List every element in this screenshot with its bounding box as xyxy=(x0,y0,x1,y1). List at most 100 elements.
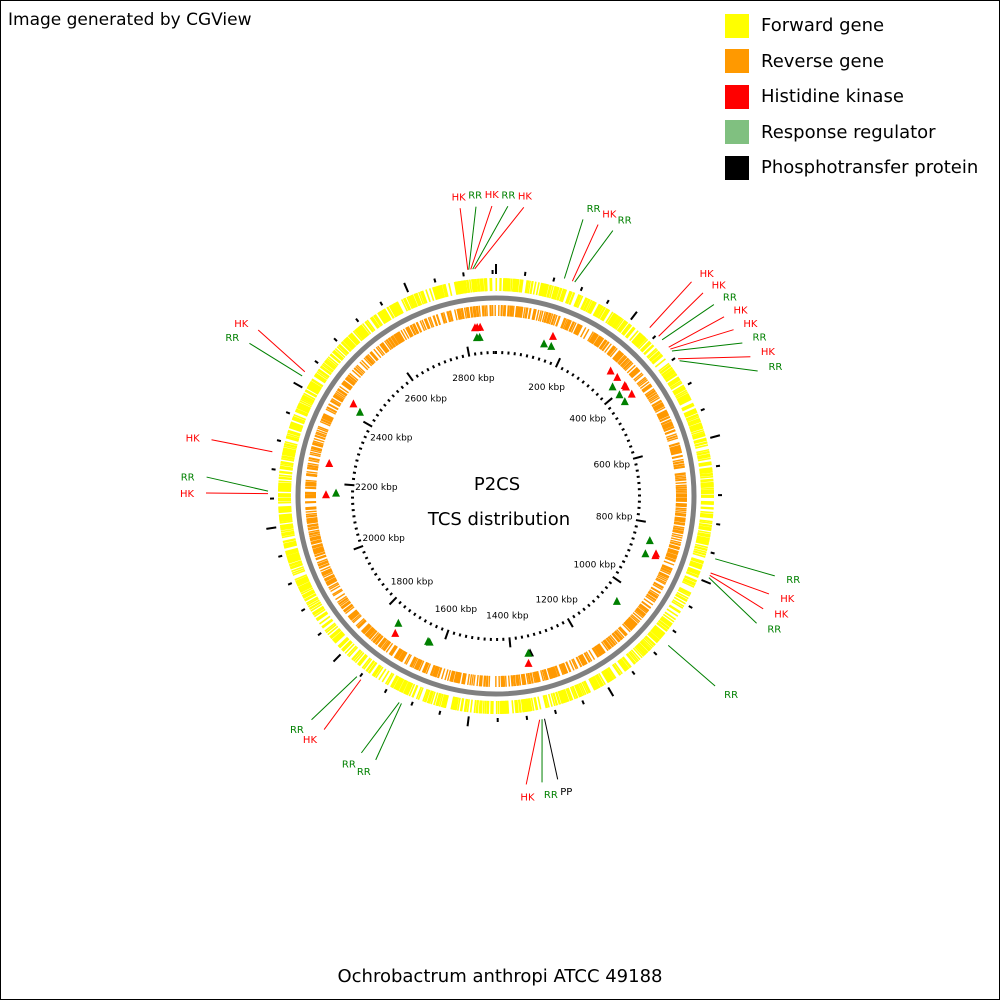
kbp-tick xyxy=(389,592,393,596)
reverse-gene-mark xyxy=(674,514,687,517)
forward-gene-mark xyxy=(443,284,448,298)
reverse-gene-mark xyxy=(548,313,554,325)
reverse-gene-mark xyxy=(311,540,323,545)
forward-gene-mark xyxy=(334,633,346,644)
forward-gene-mark xyxy=(607,666,617,679)
forward-gene-mark xyxy=(687,568,700,575)
forward-gene-mark xyxy=(278,508,292,512)
reverse-gene-mark xyxy=(312,442,324,447)
reverse-gene-mark xyxy=(674,472,686,475)
reverse-gene-mark xyxy=(568,660,575,671)
reverse-gene-mark xyxy=(361,623,371,633)
reverse-gene-mark xyxy=(657,411,669,418)
reverse-gene-mark xyxy=(364,626,374,636)
reverse-gene-mark xyxy=(530,672,534,684)
kbp-tick xyxy=(437,362,441,366)
reverse-gene-mark xyxy=(580,327,587,338)
forward-gene-mark xyxy=(354,328,365,340)
kbp-tick xyxy=(383,403,387,407)
forward-gene-mark xyxy=(696,538,710,543)
forward-gene-mark xyxy=(392,303,401,316)
forward-gene-mark xyxy=(522,699,527,713)
forward-gene-mark xyxy=(698,527,712,532)
reverse-gene-mark xyxy=(661,565,673,572)
reverse-gene-mark xyxy=(601,341,610,351)
forward-gene-mark xyxy=(668,605,681,614)
forward-gene-mark xyxy=(278,476,292,480)
kbp-tick xyxy=(413,612,417,617)
kbp-tick xyxy=(429,622,433,626)
reverse-gene-mark xyxy=(562,662,569,674)
forward-gene-mark xyxy=(286,552,300,558)
reverse-gene-mark xyxy=(473,674,476,686)
legend-swatch-forward xyxy=(725,13,749,38)
reverse-gene-mark xyxy=(672,530,684,535)
reverse-gene-mark xyxy=(340,600,351,609)
forward-gene-mark xyxy=(310,603,323,612)
hk-callout-line xyxy=(211,439,273,453)
kbp-tick xyxy=(356,453,361,456)
reverse-gene-mark xyxy=(433,315,439,327)
forward-gene-mark xyxy=(378,668,387,681)
forward-gene-mark xyxy=(422,688,429,702)
legend-item-response-regulator: Response regulator xyxy=(725,115,978,151)
outer-marker-tick xyxy=(462,272,465,277)
forward-gene-mark xyxy=(437,285,443,299)
forward-gene-mark xyxy=(685,413,699,420)
hk-callout-line xyxy=(709,574,764,610)
reverse-gene-mark xyxy=(515,674,518,686)
forward-gene-mark xyxy=(415,686,423,700)
forward-gene-mark xyxy=(461,280,465,294)
forward-gene-mark xyxy=(281,456,295,461)
reverse-gene-mark xyxy=(310,539,322,545)
reverse-gene-mark xyxy=(313,549,325,554)
forward-gene-mark xyxy=(438,285,444,299)
forward-gene-mark xyxy=(695,541,709,546)
reverse-gene-mark xyxy=(463,307,468,319)
forward-gene-mark xyxy=(289,561,303,567)
forward-gene-mark xyxy=(681,403,695,411)
forward-gene-mark xyxy=(366,660,376,673)
forward-gene-mark xyxy=(283,447,297,452)
forward-gene-mark xyxy=(654,624,666,635)
reverse-gene-mark xyxy=(673,466,685,470)
forward-gene-mark xyxy=(693,438,707,444)
forward-gene-mark xyxy=(308,601,321,610)
reverse-gene-mark xyxy=(635,608,646,617)
reverse-gene-mark xyxy=(669,445,681,450)
reverse-gene-mark xyxy=(363,357,373,367)
outer-marker-tick xyxy=(716,523,721,526)
reverse-gene-mark xyxy=(551,314,557,326)
reverse-gene-mark xyxy=(478,305,481,317)
rr-callout-label: RR xyxy=(767,625,781,636)
forward-gene-mark xyxy=(309,382,322,391)
reverse-gene-mark xyxy=(412,657,419,669)
forward-gene-mark xyxy=(319,366,332,376)
reverse-gene-mark xyxy=(648,590,659,598)
reverse-gene-mark xyxy=(328,403,339,410)
reverse-gene-mark xyxy=(342,380,353,389)
reverse-gene-mark xyxy=(312,440,324,445)
forward-gene-mark xyxy=(621,657,631,669)
kbp-tick xyxy=(550,626,554,630)
reverse-gene-mark xyxy=(653,402,664,410)
reverse-gene-mark xyxy=(635,609,645,618)
rr-marker xyxy=(524,648,533,657)
reverse-gene-mark xyxy=(400,651,407,662)
reverse-gene-mark xyxy=(650,587,661,594)
reverse-gene-mark xyxy=(394,333,402,344)
forward-gene-mark xyxy=(402,298,410,311)
outer-marker-tick xyxy=(630,311,638,321)
forward-gene-mark xyxy=(672,384,685,393)
kbp-tick xyxy=(362,550,366,554)
reverse-gene-mark xyxy=(604,343,612,353)
forward-gene-mark xyxy=(371,664,381,676)
forward-gene-mark xyxy=(281,534,295,539)
reverse-gene-mark xyxy=(390,645,398,656)
forward-gene-mark xyxy=(386,673,395,686)
forward-gene-mark xyxy=(670,381,683,391)
forward-gene-mark xyxy=(353,650,363,662)
reverse-gene-mark xyxy=(589,332,597,343)
forward-gene-mark xyxy=(282,448,296,453)
forward-gene-mark xyxy=(281,455,295,460)
